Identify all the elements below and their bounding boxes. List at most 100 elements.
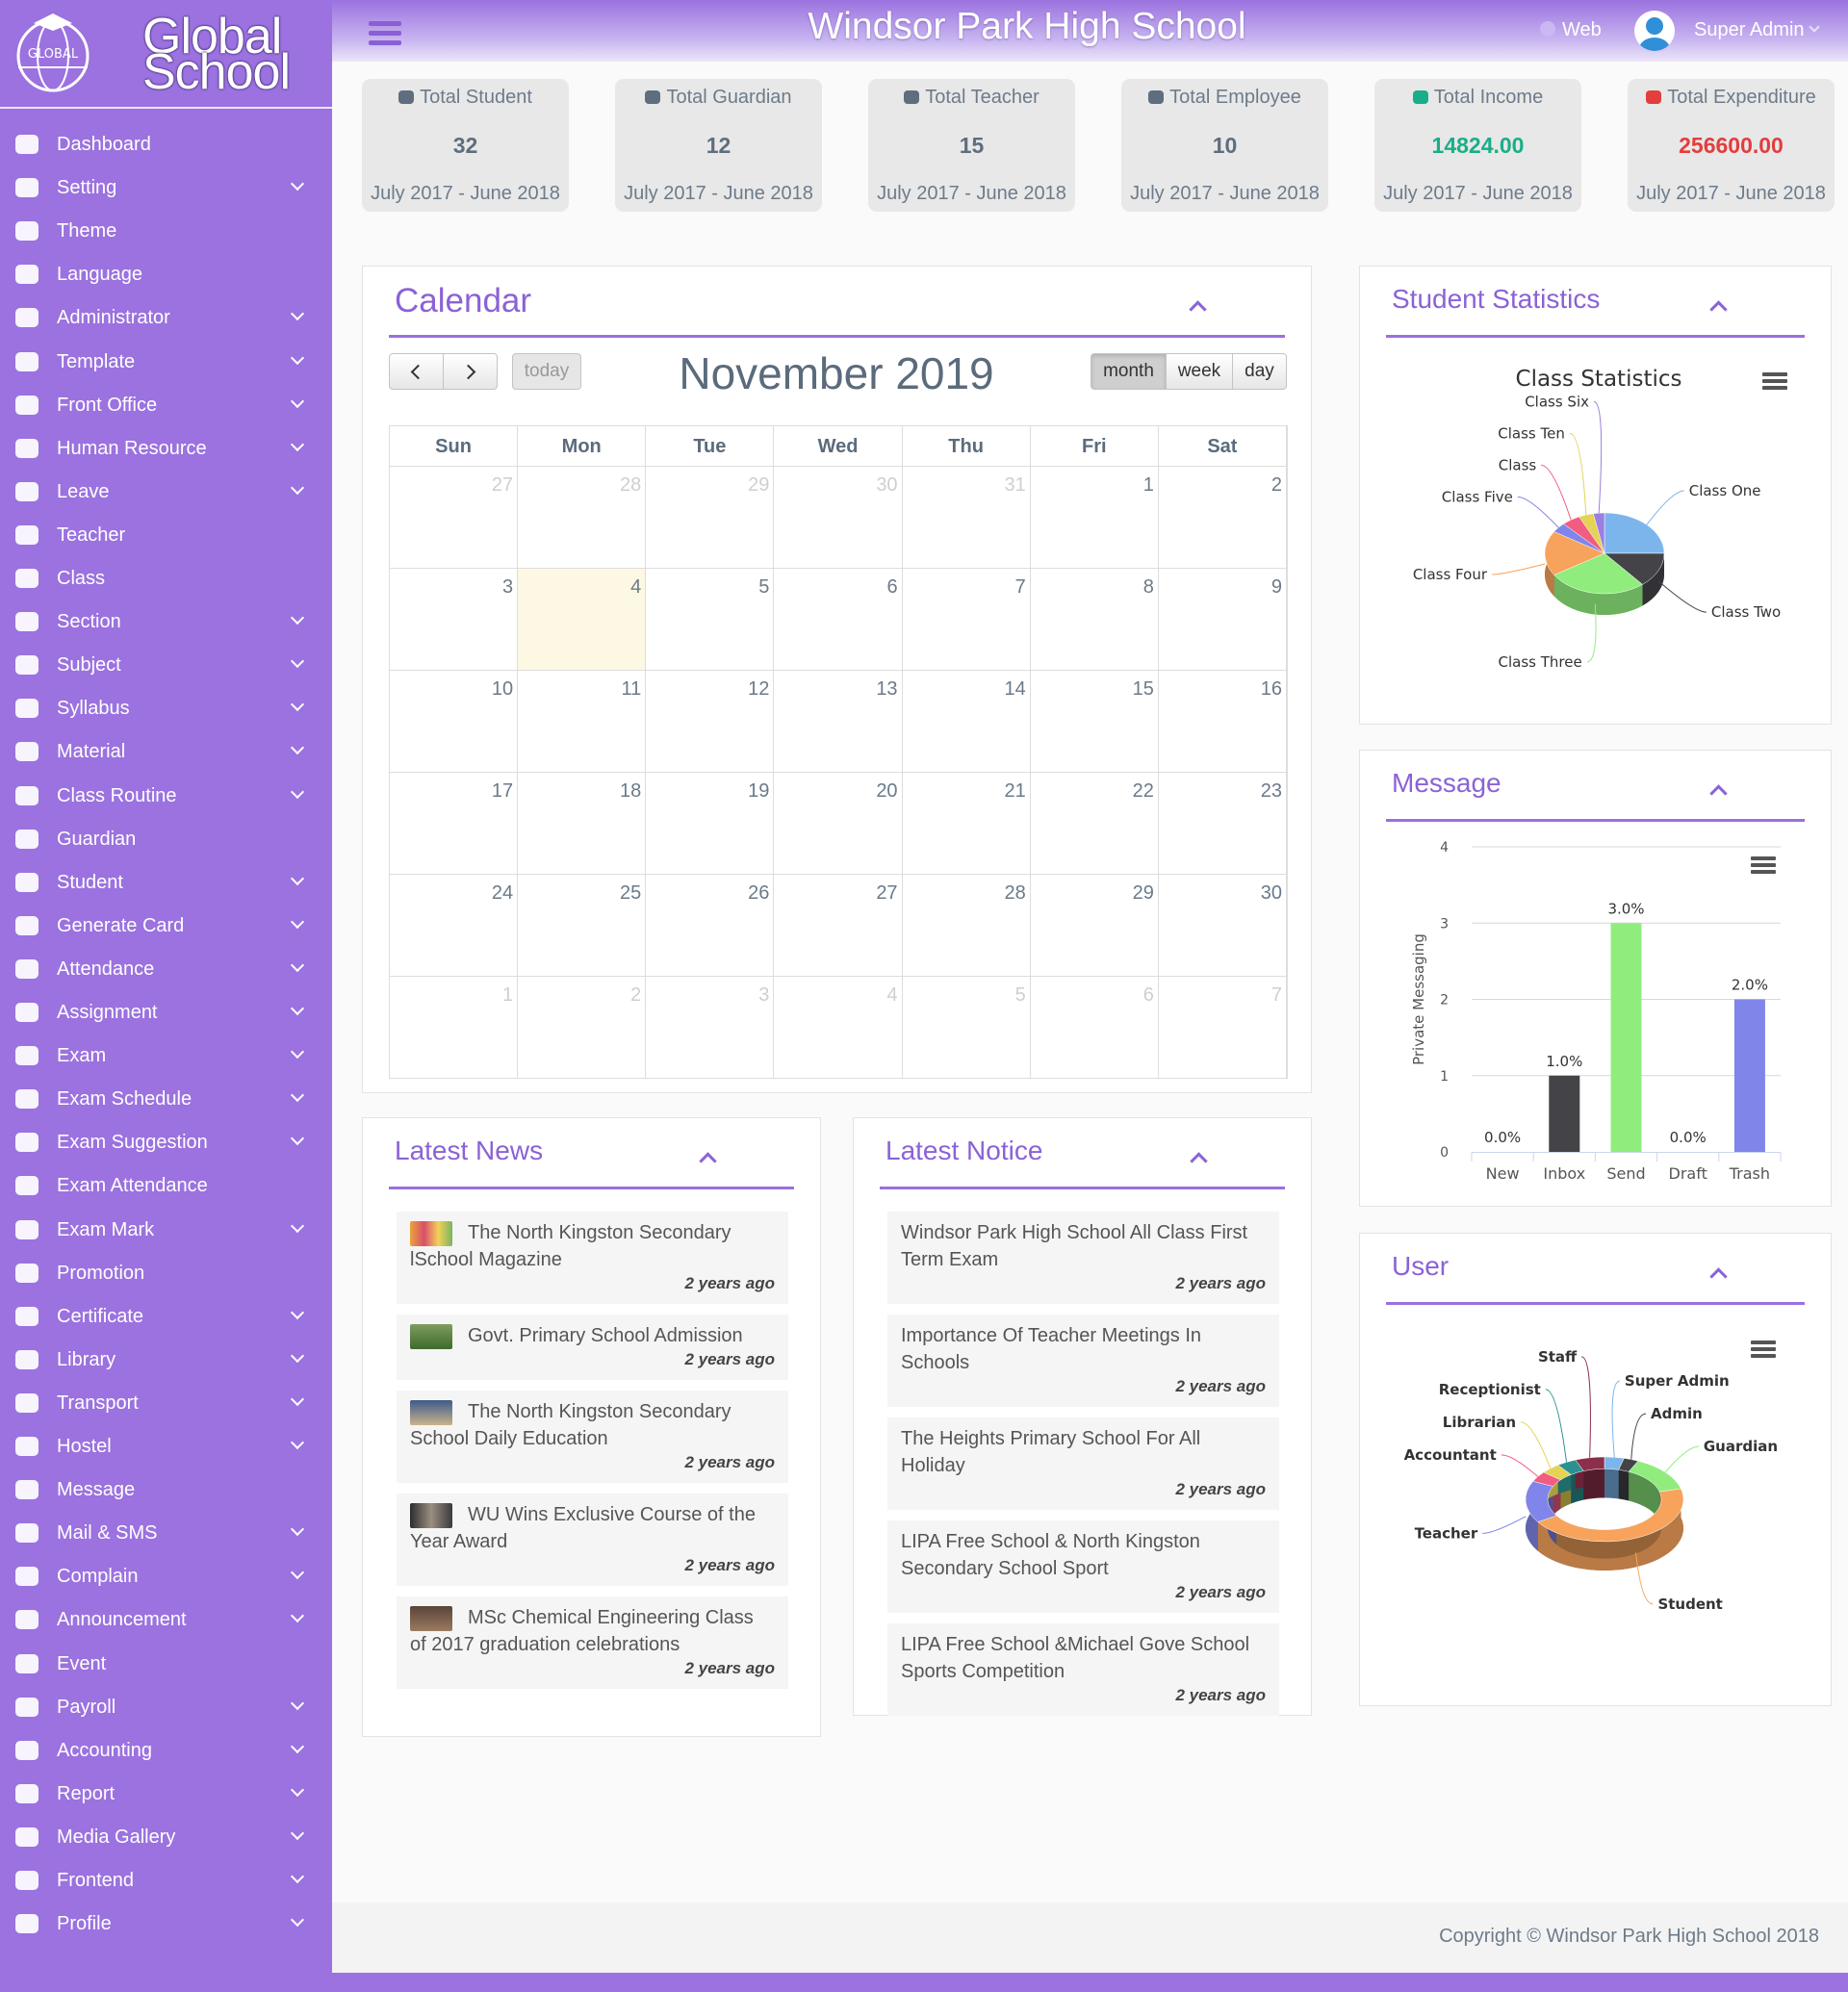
day-cell[interactable]: 5 [902, 977, 1031, 1079]
menu-item[interactable]: Hostel [0, 1427, 332, 1466]
menu-item[interactable]: Teacher [0, 516, 332, 554]
day-cell[interactable]: 31 [902, 467, 1031, 569]
menu-item[interactable]: Certificate [0, 1297, 332, 1336]
menu-item[interactable]: Payroll [0, 1688, 332, 1726]
menu-item[interactable]: Theme [0, 212, 332, 250]
menu-item[interactable]: Exam Suggestion [0, 1123, 332, 1162]
menu-item[interactable]: Front Office [0, 386, 332, 424]
day-cell[interactable]: 19 [646, 773, 775, 875]
chart-menu[interactable] [1751, 1341, 1776, 1360]
menu-item[interactable]: Profile [0, 1904, 332, 1943]
menu-item[interactable]: Assignment [0, 993, 332, 1032]
menu-item[interactable]: Setting [0, 168, 332, 207]
day-cell[interactable]: 7 [902, 569, 1031, 671]
day-cell[interactable]: 20 [774, 773, 903, 875]
day-cell[interactable]: 12 [646, 671, 775, 773]
day-cell[interactable]: 24 [390, 875, 519, 977]
menu-item[interactable]: Class Routine [0, 777, 332, 815]
menu-item[interactable]: Report [0, 1775, 332, 1813]
user-dropdown[interactable] [1809, 21, 1820, 33]
collapse[interactable] [1709, 784, 1728, 803]
day-cell[interactable]: 26 [646, 875, 775, 977]
menu-item[interactable]: Guardian [0, 820, 332, 858]
day-cell[interactable]: 17 [390, 773, 519, 875]
list-item[interactable]: LIPA Free School & North Kingston Second… [887, 1520, 1279, 1613]
menu-item[interactable]: Exam Mark [0, 1211, 332, 1249]
day-cell[interactable]: 28 [902, 875, 1031, 977]
day-cell[interactable]: 4 [518, 569, 647, 671]
menu-item[interactable]: Subject [0, 646, 332, 684]
menu-item[interactable]: Leave [0, 472, 332, 511]
day-cell[interactable]: 30 [774, 467, 903, 569]
menu-item[interactable]: Student [0, 863, 332, 902]
collapse[interactable] [1190, 1152, 1208, 1170]
day-cell[interactable]: 29 [1030, 875, 1159, 977]
menu-item[interactable]: Syllabus [0, 689, 332, 728]
day-cell[interactable]: 18 [518, 773, 647, 875]
menu-item[interactable]: Event [0, 1645, 332, 1683]
menu-item[interactable]: Exam Schedule [0, 1080, 332, 1118]
menu-item[interactable]: Material [0, 732, 332, 771]
menu-item[interactable]: Class [0, 559, 332, 598]
day-cell[interactable]: 1 [390, 977, 519, 1079]
day-cell[interactable]: 27 [390, 467, 519, 569]
day-cell[interactable]: 2 [518, 977, 647, 1079]
list-item[interactable]: Windsor Park High School All Class First… [887, 1212, 1279, 1304]
menu-item[interactable]: Generate Card [0, 907, 332, 945]
menu-item[interactable]: Exam [0, 1036, 332, 1075]
list-item[interactable]: The Heights Primary School For All Holid… [887, 1417, 1279, 1510]
list-item[interactable]: Govt. Primary School Admission 2 years ag… [397, 1315, 788, 1380]
day-cell[interactable]: 16 [1158, 671, 1287, 773]
list-item[interactable]: The North Kingston Secondary School Dail… [397, 1391, 788, 1483]
today-button[interactable]: today [512, 353, 581, 390]
day-cell[interactable]: 13 [774, 671, 903, 773]
menu-item[interactable]: Language [0, 255, 332, 294]
day-cell[interactable]: 14 [902, 671, 1031, 773]
menu-item[interactable]: Message [0, 1470, 332, 1509]
day-cell[interactable]: 4 [774, 977, 903, 1079]
menu-item[interactable]: Human Resource [0, 429, 332, 468]
menu-item[interactable]: Promotion [0, 1254, 332, 1292]
collapse[interactable] [1709, 1267, 1728, 1286]
day-cell[interactable]: 30 [1158, 875, 1287, 977]
list-item[interactable]: MSc Chemical Engineering Class of 2017 g… [397, 1596, 788, 1689]
chart-menu[interactable] [1762, 372, 1787, 392]
user-name[interactable]: Super Admin [1694, 19, 1805, 40]
menu-item[interactable]: Complain [0, 1557, 332, 1596]
day-cell[interactable]: 15 [1030, 671, 1159, 773]
day-cell[interactable]: 3 [390, 569, 519, 671]
day-cell[interactable]: 3 [646, 977, 775, 1079]
collapse[interactable] [1189, 300, 1207, 319]
view-button[interactable]: week [1166, 353, 1233, 390]
menu-item[interactable]: Accounting [0, 1731, 332, 1770]
day-cell[interactable]: 7 [1158, 977, 1287, 1079]
day-cell[interactable]: 5 [646, 569, 775, 671]
day-cell[interactable]: 6 [1030, 977, 1159, 1079]
next-button[interactable] [443, 353, 498, 390]
menu-item[interactable]: Dashboard [0, 125, 332, 164]
collapse[interactable] [1709, 300, 1728, 319]
avatar[interactable] [1634, 11, 1675, 51]
web-link[interactable]: Web [1562, 19, 1602, 40]
list-item[interactable]: WU Wins Exclusive Course of the Year Awa… [397, 1494, 788, 1586]
day-cell[interactable]: 27 [774, 875, 903, 977]
day-cell[interactable]: 11 [518, 671, 647, 773]
day-cell[interactable]: 21 [902, 773, 1031, 875]
day-cell[interactable]: 6 [774, 569, 903, 671]
menu-item[interactable]: Template [0, 343, 332, 381]
list-item[interactable]: Importance Of Teacher Meetings In School… [887, 1315, 1279, 1407]
view-button[interactable]: month [1091, 353, 1167, 390]
menu-item[interactable]: Administrator [0, 298, 332, 337]
chart-menu[interactable] [1751, 856, 1776, 876]
day-cell[interactable]: 10 [390, 671, 519, 773]
prev-button[interactable] [389, 353, 444, 390]
day-cell[interactable]: 8 [1030, 569, 1159, 671]
list-item[interactable]: The North Kingston Secondary lSchool Mag… [397, 1212, 788, 1304]
menu-item[interactable]: Attendance [0, 950, 332, 988]
menu-item[interactable]: Section [0, 602, 332, 641]
menu-item[interactable]: Library [0, 1341, 332, 1379]
day-cell[interactable]: 22 [1030, 773, 1159, 875]
menu-item[interactable]: Media Gallery [0, 1818, 332, 1856]
day-cell[interactable]: 1 [1030, 467, 1159, 569]
menu-item[interactable]: Transport [0, 1384, 332, 1422]
